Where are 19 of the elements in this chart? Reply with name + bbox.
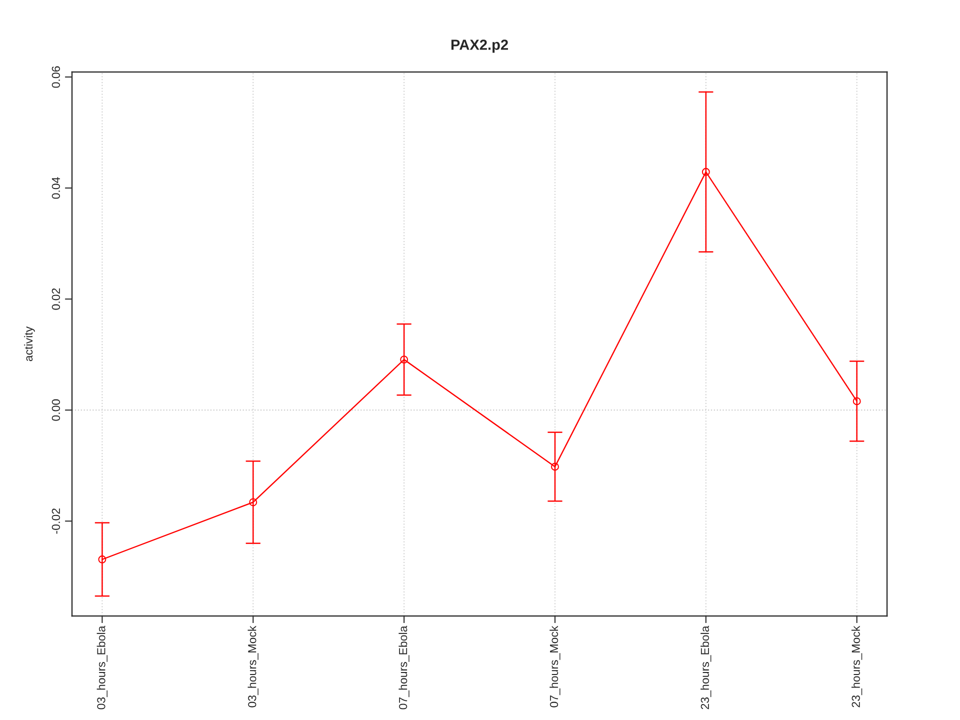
x-tick-label: 23_hours_Ebola	[700, 626, 712, 710]
point	[550, 462, 559, 471]
y-axis-title: activity	[24, 326, 35, 362]
y-tick-label: 0.00	[52, 399, 60, 421]
point	[400, 356, 408, 364]
y-tick-label: 0.02	[52, 288, 60, 310]
chart-title: PAX2.p2	[451, 40, 508, 53]
point	[852, 397, 861, 406]
y-tick-label: -0.02	[52, 508, 60, 534]
y-tick-label: 0.06	[52, 66, 60, 88]
point	[249, 498, 258, 506]
y-tick-label: 0.04	[52, 177, 60, 199]
x-tick-label: 07_hours_Mock	[550, 626, 560, 708]
point	[702, 168, 710, 176]
x-tick-label: 03_hours_Ebola	[96, 626, 108, 710]
x-tick-label: 07_hours_Ebola	[398, 626, 410, 710]
point	[98, 555, 106, 564]
x-tick-label: 23_hours_Mock	[851, 626, 862, 708]
x-tick-label: 03_hours_Mock	[248, 626, 258, 708]
